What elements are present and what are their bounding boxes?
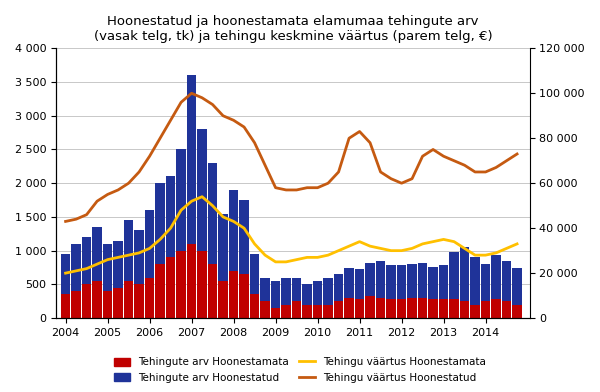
Bar (71, 291, 81, 318)
Bar (428, 299, 437, 318)
Bar (260, 301, 269, 318)
Bar (460, 247, 469, 301)
Bar (365, 296, 374, 318)
Bar (460, 301, 469, 318)
Bar (187, 75, 196, 244)
Bar (187, 244, 196, 318)
Bar (250, 254, 259, 294)
Bar (145, 210, 154, 278)
Bar (82, 284, 91, 318)
Bar (218, 214, 227, 281)
Bar (376, 298, 385, 318)
Bar (512, 305, 521, 318)
Bar (71, 244, 81, 291)
Bar (208, 163, 217, 264)
Bar (281, 278, 290, 305)
Bar (103, 244, 112, 291)
Bar (197, 129, 206, 250)
Bar (124, 220, 133, 281)
Bar (239, 274, 248, 318)
Bar (407, 298, 416, 318)
Bar (491, 255, 500, 299)
Bar (344, 267, 353, 298)
Bar (208, 264, 217, 318)
Bar (355, 299, 364, 318)
Bar (365, 263, 374, 296)
Bar (155, 183, 164, 264)
Bar (271, 281, 280, 308)
Bar (323, 305, 332, 318)
Bar (439, 299, 448, 318)
Bar (491, 299, 500, 318)
Bar (323, 278, 332, 305)
Bar (428, 267, 437, 299)
Bar (176, 250, 185, 318)
Bar (302, 305, 311, 318)
Bar (397, 299, 406, 318)
Bar (166, 258, 175, 318)
Bar (229, 190, 238, 271)
Bar (407, 264, 416, 298)
Bar (292, 278, 301, 301)
Bar (386, 299, 395, 318)
Bar (512, 267, 521, 305)
Bar (260, 278, 269, 301)
Bar (134, 230, 144, 284)
Bar (166, 176, 175, 258)
Title: Hoonestatud ja hoonestamata elamumaa tehingute arv
(vasak telg, tk) ja tehingu k: Hoonestatud ja hoonestamata elamumaa teh… (94, 15, 493, 43)
Bar (134, 284, 144, 318)
Bar (218, 281, 227, 318)
Bar (344, 298, 353, 318)
Bar (113, 241, 123, 288)
Bar (313, 305, 322, 318)
Bar (439, 265, 448, 299)
Bar (470, 305, 479, 318)
Bar (418, 298, 427, 318)
Bar (92, 281, 102, 318)
Bar (271, 308, 280, 318)
Bar (470, 258, 479, 305)
Bar (239, 200, 248, 274)
Bar (481, 264, 490, 301)
Bar (176, 149, 185, 250)
Bar (92, 227, 102, 281)
Bar (449, 252, 458, 299)
Bar (418, 263, 427, 298)
Bar (292, 301, 301, 318)
Bar (281, 305, 290, 318)
Bar (82, 237, 91, 284)
Bar (502, 301, 511, 318)
Bar (386, 265, 395, 299)
Bar (502, 261, 511, 301)
Bar (334, 274, 343, 301)
Bar (155, 264, 164, 318)
Bar (302, 284, 311, 305)
Bar (250, 294, 259, 318)
Legend: Tehingute arv Hoonestamata, Tehingute arv Hoonestatud, Tehingu väärtus Hoonestam: Tehingute arv Hoonestamata, Tehingute ar… (110, 353, 490, 387)
Bar (229, 271, 238, 318)
Bar (397, 265, 406, 299)
Bar (334, 301, 343, 318)
Bar (61, 254, 70, 294)
Bar (481, 301, 490, 318)
Bar (313, 281, 322, 305)
Bar (61, 294, 70, 318)
Bar (355, 269, 364, 299)
Bar (449, 299, 458, 318)
Bar (124, 281, 133, 318)
Bar (197, 250, 206, 318)
Bar (113, 288, 123, 318)
Bar (103, 291, 112, 318)
Bar (145, 278, 154, 318)
Bar (376, 261, 385, 298)
